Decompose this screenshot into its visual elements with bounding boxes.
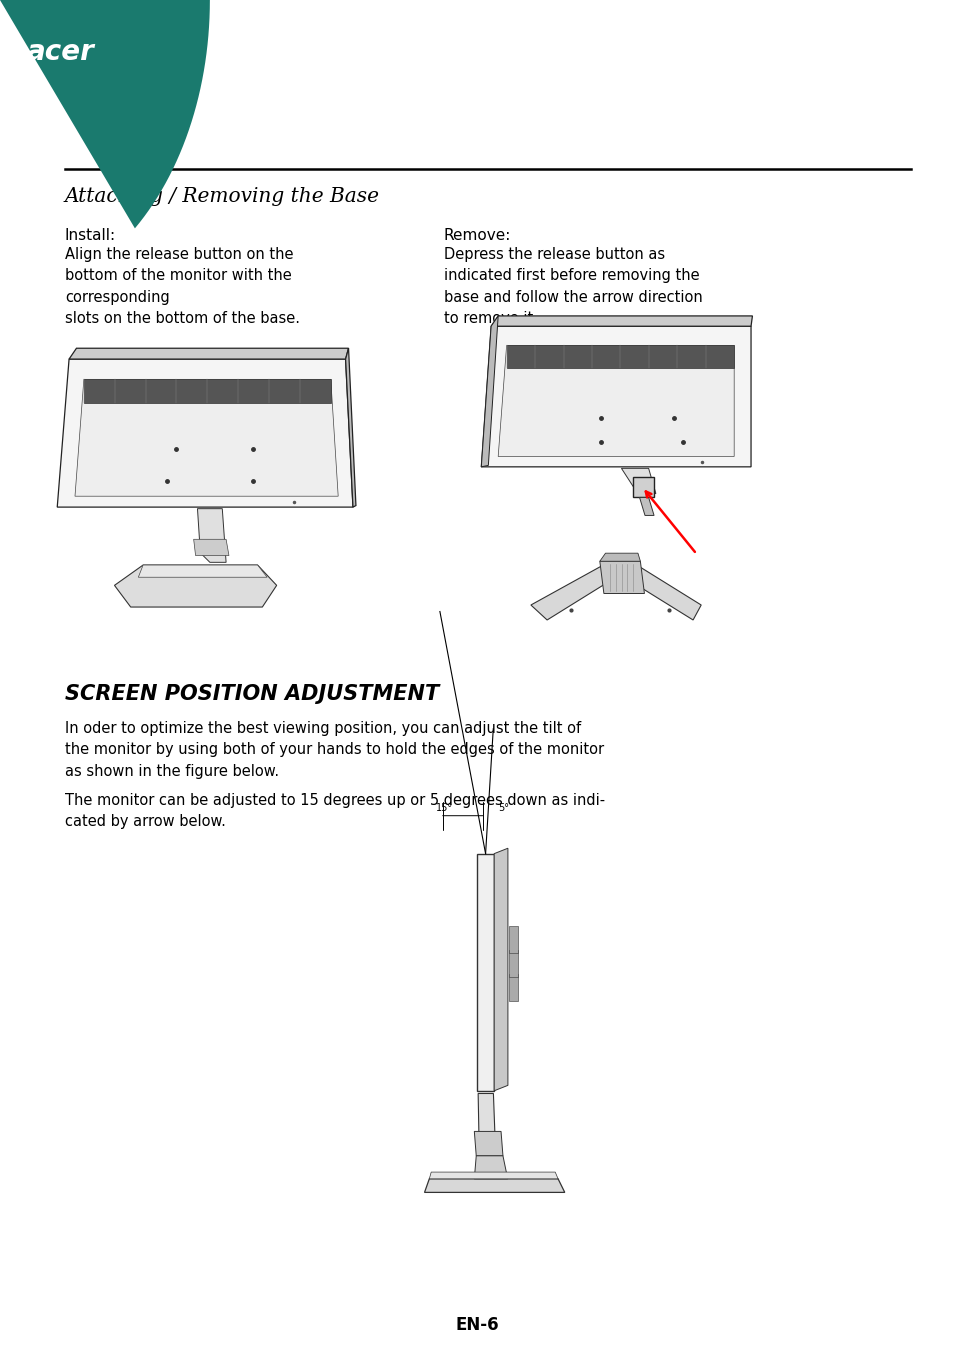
Text: 5°: 5° bbox=[497, 804, 509, 813]
Polygon shape bbox=[429, 1172, 558, 1179]
Polygon shape bbox=[491, 316, 752, 327]
Polygon shape bbox=[424, 1179, 564, 1192]
Polygon shape bbox=[481, 316, 497, 467]
Text: Remove:: Remove: bbox=[443, 228, 511, 243]
PathPatch shape bbox=[0, 0, 210, 229]
Polygon shape bbox=[474, 1131, 502, 1156]
Text: 15°: 15° bbox=[436, 804, 453, 813]
Text: Align the release button on the
bottom of the monitor with the
corresponding
slo: Align the release button on the bottom o… bbox=[65, 247, 299, 327]
Text: SCREEN POSITION ADJUSTMENT: SCREEN POSITION ADJUSTMENT bbox=[65, 684, 438, 705]
Polygon shape bbox=[138, 565, 267, 577]
Bar bbox=[508, 950, 517, 977]
Polygon shape bbox=[599, 561, 644, 593]
Bar bbox=[508, 927, 517, 954]
Polygon shape bbox=[57, 359, 353, 507]
Polygon shape bbox=[84, 379, 331, 402]
Polygon shape bbox=[474, 1156, 507, 1179]
Text: acer: acer bbox=[194, 584, 206, 589]
Polygon shape bbox=[197, 508, 226, 562]
Polygon shape bbox=[75, 379, 337, 496]
Polygon shape bbox=[69, 348, 348, 359]
Text: Install:: Install: bbox=[65, 228, 116, 243]
Polygon shape bbox=[506, 346, 734, 367]
Polygon shape bbox=[599, 553, 639, 561]
Text: Attaching / Removing the Base: Attaching / Removing the Base bbox=[65, 187, 379, 206]
Polygon shape bbox=[114, 565, 276, 607]
Polygon shape bbox=[476, 854, 494, 1091]
Polygon shape bbox=[627, 565, 700, 621]
Polygon shape bbox=[481, 327, 750, 467]
Text: The monitor can be adjusted to 15 degrees up or 5 degrees down as indi-
cated by: The monitor can be adjusted to 15 degree… bbox=[65, 793, 604, 829]
Polygon shape bbox=[633, 477, 654, 497]
Polygon shape bbox=[494, 848, 507, 1091]
Polygon shape bbox=[620, 469, 655, 493]
Bar bbox=[508, 973, 517, 1000]
Polygon shape bbox=[477, 1093, 495, 1145]
Polygon shape bbox=[193, 539, 229, 556]
Text: acer: acer bbox=[124, 424, 140, 434]
Text: acer: acer bbox=[27, 38, 94, 66]
Polygon shape bbox=[345, 348, 355, 507]
Text: Depress the release button as
indicated first before removing the
base and follo: Depress the release button as indicated … bbox=[443, 247, 701, 327]
Text: In oder to optimize the best viewing position, you can adjust the tilt of
the mo: In oder to optimize the best viewing pos… bbox=[65, 721, 603, 779]
Polygon shape bbox=[497, 346, 734, 457]
Text: EN-6: EN-6 bbox=[455, 1316, 498, 1335]
Polygon shape bbox=[530, 565, 612, 621]
Text: acer: acer bbox=[568, 383, 584, 393]
Polygon shape bbox=[639, 497, 654, 515]
